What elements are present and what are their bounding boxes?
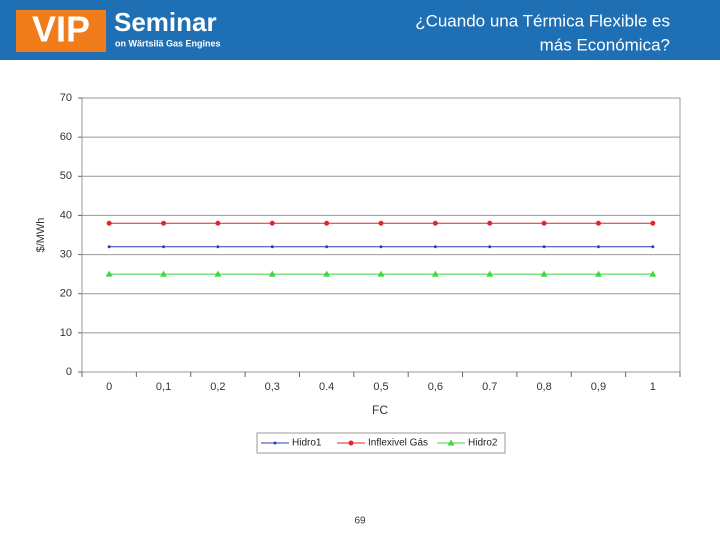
slide-title: más Económica? [540, 35, 670, 54]
x-tick-label: 0,3 [265, 381, 280, 393]
marker [595, 220, 601, 226]
legend-marker [447, 439, 455, 446]
marker [541, 220, 547, 226]
legend-label: Inflexivel Gás [368, 438, 428, 449]
x-tick-label: 0,6 [428, 381, 443, 393]
y-tick-label: 20 [60, 288, 72, 300]
marker [379, 245, 383, 249]
marker [269, 220, 275, 226]
brand: Seminar [114, 7, 217, 37]
marker [488, 245, 492, 249]
marker [324, 220, 330, 226]
y-tick-label: 70 [60, 92, 72, 104]
marker [161, 220, 167, 226]
x-tick-label: 0.4 [319, 381, 334, 393]
marker [215, 220, 221, 226]
tagline: on Wärtsilä Gas Engines [115, 38, 221, 48]
marker [433, 245, 437, 249]
y-axis-label: $/MWh [35, 218, 47, 253]
y-tick-label: 40 [60, 209, 72, 221]
marker [594, 270, 602, 277]
marker [106, 220, 112, 226]
marker [378, 220, 384, 226]
marker [487, 220, 493, 226]
marker [596, 245, 600, 249]
marker [214, 270, 222, 277]
x-tick-label: 1 [650, 381, 656, 393]
plot-area [81, 97, 681, 373]
header-bar [0, 0, 720, 60]
y-tick-label: 30 [60, 248, 72, 260]
marker [431, 270, 439, 277]
page-number: 69 [354, 516, 366, 527]
marker [323, 270, 331, 277]
x-tick-label: 0,9 [591, 381, 606, 393]
x-tick-label: 0.7 [482, 381, 497, 393]
legend-marker [348, 440, 354, 446]
marker [650, 220, 656, 226]
y-tick-label: 50 [60, 170, 72, 182]
slide-title: ¿Cuando una Térmica Flexible es [415, 11, 670, 30]
y-tick-label: 10 [60, 327, 72, 339]
x-tick-label: 0,8 [536, 381, 551, 393]
marker [105, 270, 113, 277]
logo: VIP [32, 9, 90, 50]
x-tick-label: 0 [106, 381, 112, 393]
marker [542, 245, 546, 249]
legend-label: Hidro2 [468, 438, 498, 449]
x-tick-label: 0,5 [373, 381, 388, 393]
marker [268, 270, 276, 277]
x-tick-label: 0,2 [210, 381, 225, 393]
marker [325, 245, 329, 249]
legend-marker [273, 441, 277, 445]
marker [270, 245, 274, 249]
marker [540, 270, 548, 277]
y-tick-label: 0 [66, 366, 72, 378]
logo-box [16, 10, 106, 52]
marker [649, 270, 657, 277]
marker [216, 245, 220, 249]
x-axis-label: FC [372, 403, 388, 417]
y-tick-label: 60 [60, 131, 72, 143]
x-tick-label: 0,1 [156, 381, 171, 393]
marker [162, 245, 166, 249]
marker [432, 220, 438, 226]
marker [160, 270, 168, 277]
marker [107, 245, 111, 249]
marker [651, 245, 655, 249]
marker [486, 270, 494, 277]
legend-box [256, 432, 506, 454]
legend-label: Hidro1 [292, 438, 322, 449]
marker [377, 270, 385, 277]
